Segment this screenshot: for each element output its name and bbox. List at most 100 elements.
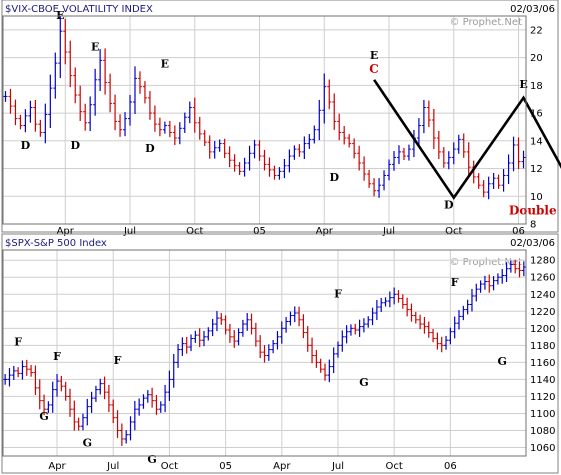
vix-ohlc-bar xyxy=(382,170,387,191)
spx-ohlc-bar xyxy=(227,323,232,343)
spx-ohlc-bar xyxy=(327,359,332,383)
vix-ohlc-bar xyxy=(98,49,103,92)
spx-y-tick-label: 1200 xyxy=(530,324,555,335)
spx-ohlc-bar xyxy=(504,262,509,283)
vix-ohlc-bar xyxy=(521,150,526,169)
spx-ohlc-bar xyxy=(76,417,81,431)
spx-ohlc-bar xyxy=(115,410,120,438)
spx-ohlc-bar xyxy=(461,305,466,321)
spx-ohlc-bar xyxy=(59,375,64,392)
spx-ohlc-bar xyxy=(396,290,401,303)
vix-watermark: © Prophet.Net xyxy=(449,17,522,28)
vix-ohlc-bar xyxy=(28,100,33,123)
spx-ohlc-bar xyxy=(67,388,72,417)
vix-ohlc-bar xyxy=(152,105,157,132)
spx-ohlc-bar xyxy=(379,297,384,312)
spx-ohlc-bar xyxy=(323,363,328,381)
spx-ohlc-bar xyxy=(413,311,418,324)
double-bottom-pattern-line xyxy=(373,79,561,200)
spx-ohlc-bar xyxy=(98,378,103,395)
spx-ohlc-bar xyxy=(279,321,284,344)
vix-ohlc-bar xyxy=(426,100,431,127)
vix-ohlc-bar xyxy=(202,130,207,147)
vix-ohlc-bar xyxy=(377,178,382,198)
vix-ohlc-bar xyxy=(401,147,406,161)
spx-ohlc-bar xyxy=(46,401,51,413)
spx-ohlc-bar xyxy=(288,311,293,326)
spx-ohlc-bar xyxy=(318,358,323,373)
spx-ohlc-bar xyxy=(154,395,159,415)
spx-ohlc-bar xyxy=(431,328,436,343)
spx-ohlc-bar xyxy=(314,350,319,368)
vix-ohlc-bar xyxy=(88,96,93,132)
vix-title: $VIX-CBOE VOLATILITY INDEX xyxy=(5,4,153,15)
spx-y-tick-label: 1080 xyxy=(530,426,555,437)
spx-ohlc-bar xyxy=(42,394,47,416)
spx-ohlc-bar xyxy=(405,297,410,317)
spx-x-tick-label: Oct xyxy=(161,461,178,472)
spx-ohlc-bar xyxy=(465,299,470,315)
spx-ohlc-bar xyxy=(258,335,263,359)
vix-x-tick-label: Oct xyxy=(186,226,203,237)
spx-ohlc-bar xyxy=(210,318,215,337)
spx-ohlc-bar xyxy=(80,413,85,431)
spx-ohlc-bar xyxy=(271,340,276,354)
vix-pattern-label: C xyxy=(369,62,379,76)
vix-y-tick-label: 10 xyxy=(530,192,543,203)
vix-date: 02/03/06 xyxy=(510,4,555,15)
spx-ohlc-bar xyxy=(141,394,146,409)
spx-pattern-label: G xyxy=(83,437,92,450)
spx-ohlc-bar xyxy=(482,275,487,290)
vix-pattern-label: E xyxy=(370,49,378,62)
vix-ohlc-bar xyxy=(501,169,506,192)
spx-ohlc-bar xyxy=(495,273,500,285)
vix-ohlc-bar xyxy=(147,91,152,120)
spx-ohlc-bar xyxy=(474,283,479,302)
vix-ohlc-bar xyxy=(347,134,352,148)
spx-ohlc-bar xyxy=(163,384,168,413)
vix-pattern-label: E xyxy=(56,9,64,22)
spx-ohlc-bar xyxy=(240,319,245,337)
vix-ohlc-bar xyxy=(292,145,297,160)
spx-ohlc-bar xyxy=(184,336,189,354)
vix-ohlc-bar xyxy=(68,40,73,88)
vix-pattern-label: D xyxy=(21,139,31,152)
vix-pattern-label: E xyxy=(161,57,169,70)
vix-ohlc-bar xyxy=(237,162,242,175)
spx-y-tick-label: 1280 xyxy=(530,256,555,267)
spx-x-tick-label: Jul xyxy=(331,461,344,472)
vix-ohlc-bar xyxy=(48,74,53,128)
vix-y-tick-label: 20 xyxy=(530,53,543,64)
spx-gridlines xyxy=(3,250,526,456)
spx-ohlc-bar xyxy=(33,365,38,395)
vix-ohlc-bar xyxy=(312,125,317,144)
spx-plot-frame xyxy=(2,249,527,457)
vix-y-tick-label: 8 xyxy=(530,220,536,231)
spx-ohlc-bar xyxy=(297,306,302,327)
vix-x-tick-label: Jul xyxy=(123,226,136,237)
double-bottom-label: Double Bottom? xyxy=(509,203,561,217)
vix-pattern-label: D xyxy=(145,142,155,155)
spx-ohlc-bar xyxy=(266,344,271,361)
spx-ohlc-bar xyxy=(37,379,42,410)
spx-ohlc-bar xyxy=(85,398,90,426)
spx-ohlc-bar xyxy=(344,325,349,344)
spx-x-tick-label: Apr xyxy=(273,461,291,472)
vix-ohlc-bar xyxy=(123,112,128,137)
vix-ohlc-bar xyxy=(187,101,192,124)
spx-annotations: F F G G F G F G F G xyxy=(14,276,507,466)
vix-ohlc-bar xyxy=(128,94,133,126)
spx-ohlc-bar xyxy=(206,327,211,341)
vix-ohlc-bar xyxy=(33,100,38,132)
vix-ohlc-bar xyxy=(137,71,142,94)
spx-ohlc-bar xyxy=(102,376,107,400)
spx-ohlc-bar xyxy=(245,313,250,331)
vix-ohlc-bar xyxy=(342,126,347,145)
vix-ohlc-bar xyxy=(357,145,362,171)
vix-ohlc-bar xyxy=(282,158,287,179)
vix-ohlc-bar xyxy=(53,52,58,99)
vix-ohlc-bar xyxy=(421,99,426,134)
spx-ohlc-bar xyxy=(145,390,150,403)
